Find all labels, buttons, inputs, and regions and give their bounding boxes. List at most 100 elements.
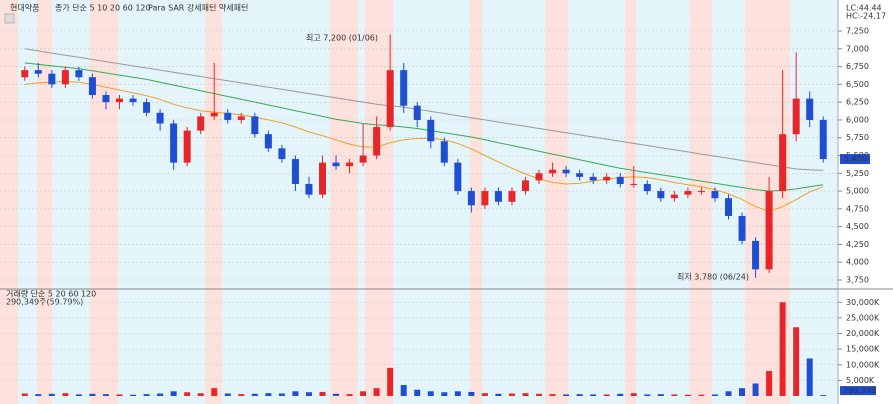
candle-body xyxy=(183,130,191,163)
candle-body xyxy=(210,112,218,117)
volume-bar xyxy=(346,394,353,396)
band-blue xyxy=(0,0,838,404)
volume-bar xyxy=(454,391,461,396)
candle-body xyxy=(413,105,421,120)
hc-label: HC:-24.17 xyxy=(846,12,886,21)
candle-body xyxy=(454,162,462,192)
volume-bar xyxy=(305,392,312,396)
candle-body xyxy=(589,176,597,181)
candle-body xyxy=(643,183,651,192)
stock-name: 현대약품 xyxy=(10,3,39,13)
volume-bar xyxy=(157,393,164,396)
volume-bar xyxy=(75,394,82,396)
y-tick-label: 4,500 xyxy=(846,222,869,231)
volume-bar xyxy=(400,385,407,396)
ma-legend: 종가 단순 5 10 20 60 120 xyxy=(55,3,151,13)
settings-icon[interactable] xyxy=(4,13,15,24)
volume-bar xyxy=(89,393,96,396)
volume-bar xyxy=(360,391,367,396)
y-tick-label: 20,000K xyxy=(846,329,880,338)
candle-body xyxy=(224,112,232,120)
volume-bar xyxy=(711,394,718,396)
candle-body xyxy=(738,215,746,241)
ma-line xyxy=(24,80,824,212)
volume-bar xyxy=(644,394,651,396)
volume-bar xyxy=(197,393,204,396)
y-tick-label: 5,000 xyxy=(846,187,869,196)
candle-body xyxy=(332,162,340,167)
candle-body xyxy=(319,162,326,195)
candle-body xyxy=(102,95,110,103)
y-tick-label: 4,250 xyxy=(846,240,869,249)
y-tick-label: 4,750 xyxy=(846,204,869,213)
candle-body xyxy=(251,116,259,135)
lc-label: LC:44.44 xyxy=(846,4,882,13)
volume-bar xyxy=(806,358,813,396)
volume-bar xyxy=(427,391,434,396)
candle-body xyxy=(481,191,489,206)
candle-body xyxy=(535,173,543,181)
candle-body xyxy=(75,70,83,78)
volume-bar xyxy=(441,392,448,396)
volume-bar xyxy=(657,394,664,396)
indicator-legend: Para SAR 강세패턴 약세패턴 xyxy=(148,3,248,13)
volume-bar xyxy=(319,391,326,396)
y-tick-label: 5,250 xyxy=(846,169,869,178)
candle-body xyxy=(21,70,29,78)
volume-bar xyxy=(143,394,150,396)
candle-body xyxy=(278,148,286,160)
volume-bar xyxy=(102,394,109,396)
candle-body xyxy=(684,191,692,195)
volume-bar xyxy=(793,327,800,396)
candle-body xyxy=(792,98,800,135)
y-tick-label: 7,000 xyxy=(846,44,869,53)
volume-bar xyxy=(130,394,137,396)
candle-body xyxy=(359,155,367,163)
volume-bar xyxy=(414,389,421,396)
volume-bar xyxy=(820,395,827,396)
band-pink xyxy=(37,0,52,404)
y-tick-label: 5,750 xyxy=(846,133,869,142)
volume-bar xyxy=(333,393,340,396)
y-tick-label: 3,750 xyxy=(846,276,869,285)
candle-body xyxy=(291,159,299,184)
volume-bar xyxy=(536,393,543,396)
band-pink xyxy=(205,0,222,404)
volume-bar xyxy=(549,394,556,396)
volume-bar xyxy=(170,391,177,396)
candle-body xyxy=(48,73,56,85)
candle-body xyxy=(197,116,205,131)
ma-line xyxy=(24,48,824,171)
candle-body xyxy=(562,169,570,174)
volume-tag: 290,349 xyxy=(843,386,876,395)
candle-body xyxy=(264,134,272,149)
candle-body xyxy=(603,176,611,181)
volume-bar xyxy=(35,394,42,396)
volume-bar xyxy=(278,393,285,396)
signal-bands xyxy=(0,0,838,404)
candle-body xyxy=(697,191,705,193)
y-tick-label: 25,000K xyxy=(846,313,880,322)
band-pink xyxy=(0,0,18,404)
candle-body xyxy=(156,112,164,124)
volume-bar xyxy=(590,394,597,396)
volume-bar xyxy=(522,393,529,396)
y-tick-label: 7,250 xyxy=(846,27,869,36)
y-tick-label: 6,000 xyxy=(846,115,869,124)
candle-body xyxy=(237,116,245,120)
volume-bar xyxy=(224,393,231,396)
band-pink xyxy=(470,0,482,404)
candle-body xyxy=(61,70,69,85)
candle-body xyxy=(34,70,42,74)
volume-bar xyxy=(184,392,191,396)
candle-body xyxy=(440,141,448,163)
volume-bar xyxy=(251,393,258,396)
candle-body xyxy=(508,191,516,202)
candle-body xyxy=(819,119,827,160)
candle-body xyxy=(779,134,787,192)
volume-bar xyxy=(373,388,380,396)
low-note: 최저 3,780 (06/24) xyxy=(677,272,749,282)
band-pink xyxy=(90,0,118,404)
volume-bar xyxy=(265,393,272,396)
volume-bar xyxy=(211,388,218,396)
